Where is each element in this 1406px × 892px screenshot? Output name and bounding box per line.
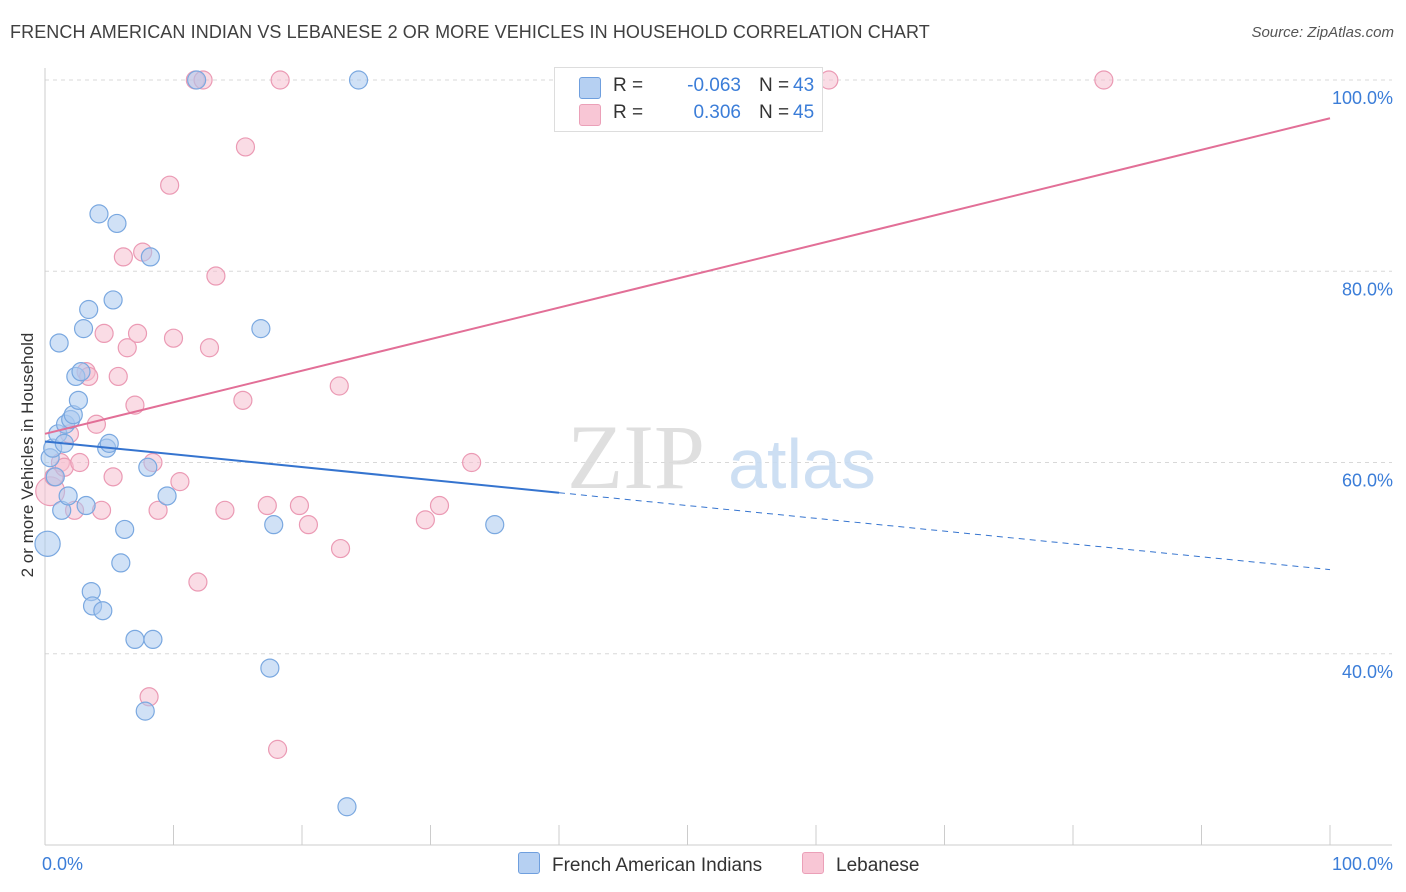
data-point [93,601,113,621]
data-point [485,515,505,535]
gridlines [45,79,1392,655]
data-point [160,175,180,195]
data-point [270,70,290,90]
data-point [330,538,351,559]
chart-title: FRENCH AMERICAN INDIAN VS LEBANESE 2 OR … [10,22,930,42]
legend-r-value: -0.063 [687,75,741,96]
series-legend-lebanese: Lebanese [802,852,919,876]
series-label: French American Indians [552,855,763,876]
watermark-atlas: atlas [728,425,876,503]
watermark: ZIP atlas [567,406,876,508]
data-point [251,319,271,339]
data-point [71,362,91,382]
data-point [73,319,94,339]
trend-line-french-american-indians [44,440,560,494]
data-point [111,553,131,573]
data-point [86,414,107,434]
source-label: Source: ZipAtlas.com [1251,24,1394,41]
y-tick-label: 40.0% [1342,662,1393,682]
data-point [125,629,145,650]
data-point [89,204,109,224]
data-point [264,515,284,535]
data-point [127,323,148,344]
correlation-legend: R = -0.063 N = 43 R = 0.306 N = 45 [554,67,823,132]
data-point [348,70,369,90]
legend-n-value: 43 [793,75,815,96]
data-point [206,266,226,286]
data-point [138,457,158,477]
data-point [76,495,96,516]
data-point [79,299,99,320]
data-point [187,70,207,90]
data-point [429,495,450,516]
x-tick-label: 100.0% [1332,854,1393,874]
data-point [107,213,127,234]
data-point [49,333,69,353]
data-point [113,247,133,267]
data-point [289,495,310,516]
data-point [140,247,160,267]
data-point [103,290,123,310]
data-point [298,515,319,535]
data-point [157,486,177,506]
series-label: Lebanese [836,855,920,876]
legend-n-label: N = [759,75,790,96]
data-point [143,629,163,650]
data-point [70,452,90,473]
data-point [94,323,114,344]
data-point [108,366,128,387]
y-axis-label: 2 or more Vehicles in Household [18,332,37,578]
x-tick-label: 0.0% [42,854,83,874]
series-swatch-blue [518,852,540,874]
data-point [45,467,65,487]
data-point [329,376,349,396]
trend-line-lebanese [44,117,1331,435]
legend-r-label: R = [613,102,644,123]
trend-lines [44,117,1331,571]
data-point [257,495,277,516]
y-tick-label: 100.0% [1332,88,1393,108]
legend-n-value: 45 [793,102,815,123]
data-point [99,433,119,453]
data-point [235,137,256,157]
data-point [148,500,168,520]
data-point [170,472,190,492]
watermark-zip: ZIP [567,406,705,508]
axes [44,68,1392,846]
legend-swatch-pink [579,104,601,126]
series-swatch-pink [802,852,824,874]
data-point [215,500,235,520]
data-point [1094,70,1114,90]
trend-line-french-american-indians-extrapolated [558,492,1331,571]
data-point [135,701,155,721]
data-point [34,530,61,557]
y-tick-label: 60.0% [1342,471,1393,491]
data-point [58,486,78,506]
legend-swatch-blue [579,77,601,99]
data-point [260,658,280,678]
data-point [233,390,253,410]
data-point [337,797,357,817]
data-point [103,467,123,487]
data-point [68,390,89,410]
tick-labels: 40.0% 60.0% 80.0% 100.0% 0.0% 100.0% [42,88,1393,874]
series-legend-french-american-indians: French American Indians [518,852,762,876]
data-point [163,328,184,348]
data-point [267,739,288,759]
legend-r-value: 0.306 [693,102,741,123]
french-american-indian-points [34,70,505,817]
data-point [462,452,482,473]
legend-r-label: R = [613,75,644,96]
data-point [415,510,435,530]
data-point [188,572,208,592]
data-point [117,338,137,358]
data-point [115,519,135,540]
data-point [199,338,220,358]
legend-n-label: N = [759,102,790,123]
y-tick-label: 80.0% [1342,279,1393,299]
